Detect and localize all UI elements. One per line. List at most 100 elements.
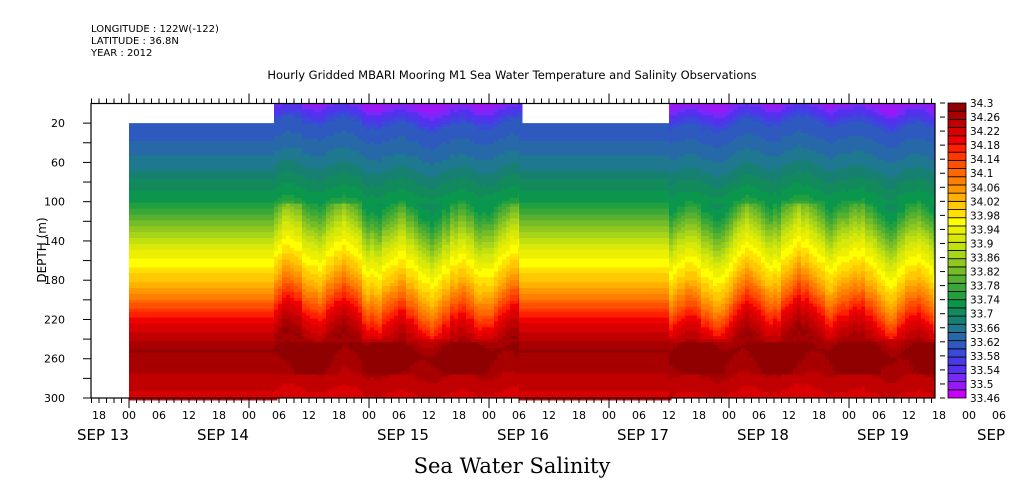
contour-cell xyxy=(213,211,218,215)
contour-cell xyxy=(193,170,198,174)
contour-cell xyxy=(326,271,331,275)
contour-cell xyxy=(306,132,311,137)
contour-cell xyxy=(217,196,222,201)
contour-cell xyxy=(302,183,307,187)
contour-cell xyxy=(322,283,327,287)
contour-cell xyxy=(213,349,218,354)
contour-cell xyxy=(257,208,262,212)
contour-cell xyxy=(265,267,270,271)
contour-cell xyxy=(302,247,307,252)
contour-cell xyxy=(253,352,258,357)
contour-cell xyxy=(201,220,206,224)
contour-cell xyxy=(294,106,299,110)
contour-cell xyxy=(249,332,254,336)
contour-cell xyxy=(209,285,214,289)
contour-cell xyxy=(237,382,242,386)
contour-cell xyxy=(129,237,134,242)
contour-cell xyxy=(310,221,315,225)
contour-cell xyxy=(161,264,166,268)
contour-cell xyxy=(137,258,142,263)
contour-cell xyxy=(193,237,198,242)
contour-cell xyxy=(253,346,258,351)
contour-cell xyxy=(177,202,182,207)
contour-cell xyxy=(274,353,279,358)
contour-cell xyxy=(189,335,194,339)
contour-cell xyxy=(286,200,291,205)
contour-cell xyxy=(233,146,238,151)
data-segment xyxy=(274,103,523,399)
contour-cell xyxy=(269,182,274,186)
contour-cell xyxy=(282,339,287,343)
contour-cell xyxy=(237,267,242,271)
contour-cell xyxy=(173,299,178,304)
contour-cell xyxy=(237,193,242,198)
contour-cell xyxy=(290,236,295,240)
contour-cell xyxy=(169,367,174,372)
contour-cell xyxy=(326,241,331,246)
contour-cell xyxy=(229,243,234,248)
contour-cell xyxy=(193,229,198,233)
contour-cell xyxy=(233,290,238,295)
contour-cell xyxy=(326,227,331,231)
contour-cell xyxy=(153,352,158,357)
contour-cell xyxy=(185,167,190,171)
contour-cell xyxy=(149,126,154,130)
contour-cell xyxy=(133,229,138,233)
contour-cell xyxy=(185,285,190,289)
contour-cell xyxy=(173,344,178,348)
contour-cell xyxy=(330,368,335,372)
contour-cell xyxy=(257,276,262,280)
contour-cell xyxy=(326,165,331,169)
contour-cell xyxy=(185,276,190,280)
contour-cell xyxy=(153,155,158,159)
contour-cell xyxy=(290,112,295,116)
contour-cell xyxy=(306,289,311,293)
contour-cell xyxy=(314,124,319,128)
contour-cell xyxy=(253,179,258,183)
contour-cell xyxy=(294,200,299,205)
contour-cell xyxy=(241,196,246,201)
contour-cell xyxy=(157,344,162,348)
contour-cell xyxy=(310,103,315,107)
contour-cell xyxy=(201,264,206,268)
contour-cell xyxy=(310,294,315,299)
contour-cell xyxy=(201,267,206,271)
contour-cell xyxy=(274,362,279,367)
contour-cell xyxy=(290,238,295,243)
contour-cell xyxy=(261,170,266,174)
contour-cell xyxy=(137,217,142,221)
contour-cell xyxy=(225,202,230,207)
contour-cell xyxy=(165,220,170,224)
contour-cell xyxy=(165,276,170,280)
contour-cell xyxy=(330,147,335,152)
contour-cell xyxy=(334,132,339,137)
contour-cell xyxy=(257,131,262,136)
contour-cell xyxy=(205,193,210,198)
contour-cell xyxy=(318,135,323,140)
contour-cell xyxy=(257,243,262,248)
contour-cell xyxy=(282,109,287,113)
contour-cell xyxy=(298,336,303,340)
contour-cell xyxy=(169,211,174,215)
contour-cell xyxy=(197,326,202,330)
contour-cell xyxy=(318,244,323,249)
contour-cell xyxy=(189,196,194,201)
contour-cell xyxy=(197,170,202,174)
contour-cell xyxy=(273,397,278,401)
contour-cell xyxy=(233,182,238,186)
contour-cell xyxy=(233,397,238,401)
contour-cell xyxy=(145,208,150,212)
contour-cell xyxy=(282,124,287,128)
contour-cell xyxy=(302,177,307,181)
contour-cell xyxy=(298,395,303,399)
contour-cell xyxy=(306,156,311,160)
contour-cell xyxy=(149,249,154,254)
contour-cell xyxy=(165,258,170,263)
contour-cell xyxy=(334,121,339,125)
contour-cell xyxy=(165,376,170,380)
contour-cell xyxy=(314,256,319,261)
contour-cell xyxy=(193,131,198,136)
contour-cell xyxy=(314,215,319,219)
contour-cell xyxy=(169,223,174,227)
contour-cell xyxy=(253,164,258,168)
